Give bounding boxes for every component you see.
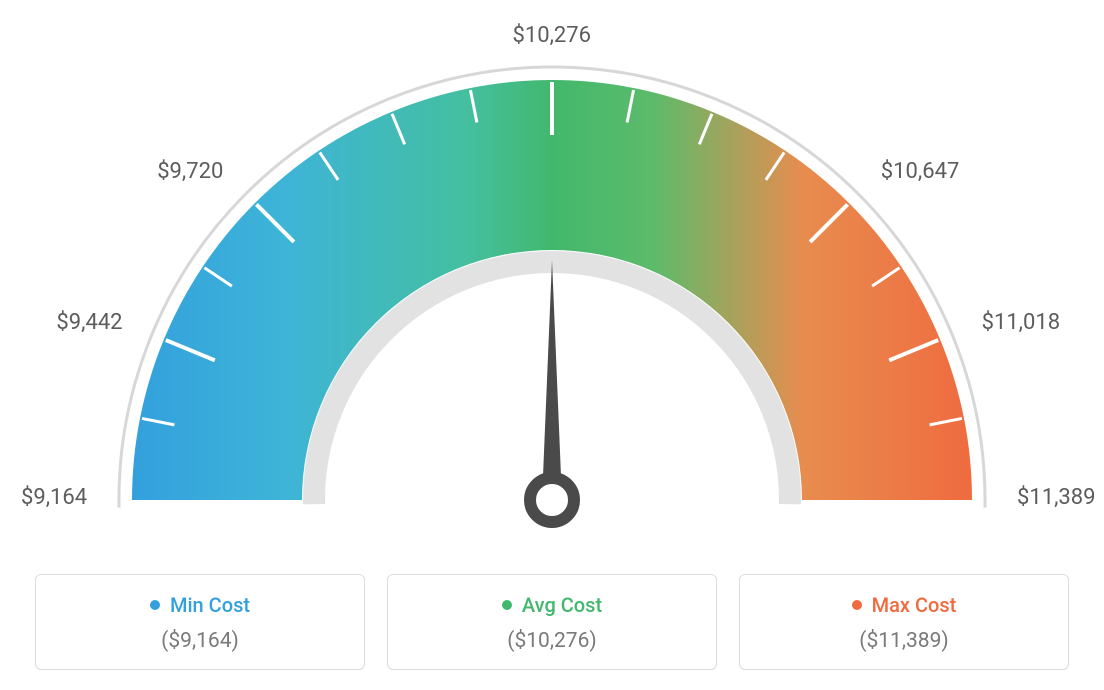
legend-title-max: Max Cost — [852, 593, 957, 617]
gauge-scale-label: $10,647 — [881, 159, 960, 184]
gauge-scale-label: $11,389 — [1017, 485, 1096, 510]
legend-max-label: Max Cost — [872, 593, 957, 617]
gauge-svg — [0, 0, 1104, 560]
gauge-scale-label: $9,720 — [157, 159, 223, 184]
legend-card-avg: Avg Cost ($10,276) — [387, 574, 717, 670]
legend-title-min: Min Cost — [150, 593, 250, 617]
legend-min-label: Min Cost — [170, 593, 250, 617]
legend-max-value: ($11,389) — [740, 629, 1068, 653]
dot-icon — [502, 600, 512, 610]
gauge-scale-label: $11,018 — [982, 310, 1061, 335]
legend-row: Min Cost ($9,164) Avg Cost ($10,276) Max… — [0, 574, 1104, 670]
dot-icon — [150, 600, 160, 610]
dot-icon — [852, 600, 862, 610]
gauge-scale-label: $10,276 — [513, 23, 592, 48]
legend-card-min: Min Cost ($9,164) — [35, 574, 365, 670]
legend-title-avg: Avg Cost — [502, 593, 602, 617]
gauge-chart: $9,164 $9,442 $9,720 $10,276 $10,647 $11,018 $… — [0, 0, 1104, 560]
legend-min-value: ($9,164) — [36, 629, 364, 653]
legend-avg-value: ($10,276) — [388, 629, 716, 653]
gauge-scale-label: $9,164 — [21, 485, 87, 510]
gauge-scale-label: $9,442 — [56, 310, 122, 335]
legend-card-max: Max Cost ($11,389) — [739, 574, 1069, 670]
legend-avg-label: Avg Cost — [522, 593, 602, 617]
